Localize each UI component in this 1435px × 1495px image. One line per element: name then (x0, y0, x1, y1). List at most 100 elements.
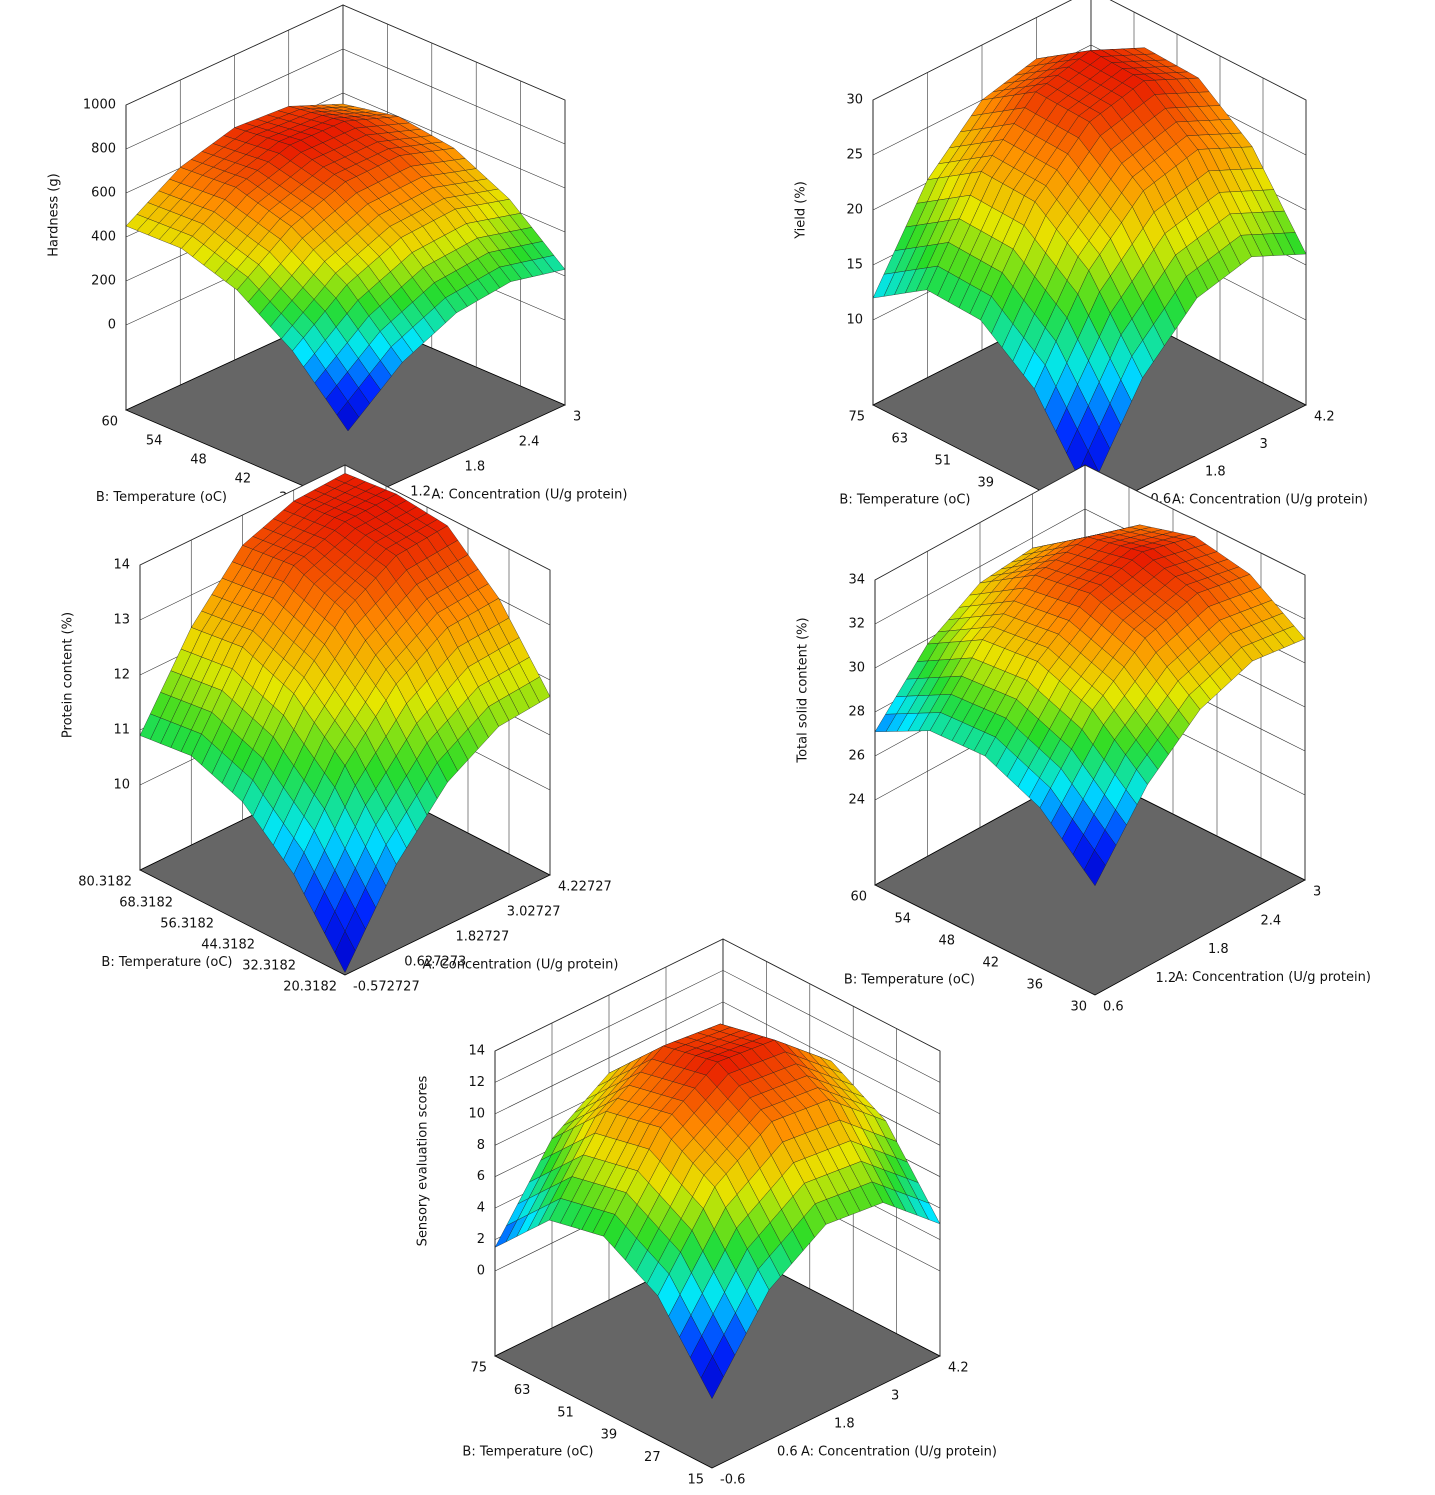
z-tick-label: 12 (113, 668, 130, 683)
y-tick-label: 56.3182 (160, 917, 214, 932)
x-tick-label: 3 (1313, 885, 1321, 900)
x-tick-label: -0.572727 (353, 980, 420, 995)
x-axis-label: A: Concentration (U/g protein) (1172, 493, 1368, 508)
z-tick-label: 400 (91, 230, 116, 245)
x-tick-label: 4.2 (1314, 410, 1335, 425)
z-tick-label: 34 (848, 573, 865, 588)
x-tick-label: 4.2 (948, 1361, 969, 1376)
surface-cell (549, 1111, 661, 1237)
surface-cell (242, 693, 346, 875)
x-tick-label: 2.4 (1261, 913, 1282, 928)
z-axis-label: Total solid content (%) (796, 617, 811, 763)
z-tick-label: 10 (468, 1106, 485, 1121)
y-tick-label: 51 (934, 454, 951, 469)
surface-cell (191, 646, 295, 803)
surface-cell (293, 473, 397, 522)
x-tick-label: 3 (573, 410, 581, 425)
surface-cell (125, 167, 237, 249)
z-axis-label: Hardness (g) (47, 173, 62, 256)
y-tick-label: 42 (235, 472, 252, 487)
surface-cell (1143, 77, 1253, 150)
surface-cell (292, 284, 403, 432)
x-tick-label: 2.4 (519, 435, 540, 450)
surface-cell (1039, 709, 1148, 887)
z-tick-label: 20 (846, 203, 863, 218)
surface-cell (291, 181, 402, 286)
y-axis-label: B: Temperature (oC) (844, 973, 975, 988)
x-axis-label: A: Concentration (U/g protein) (432, 488, 628, 503)
z-tick-label: 800 (91, 142, 116, 157)
z-tick-label: 6 (477, 1169, 485, 1184)
surface-cell (1197, 146, 1307, 257)
x-axis-label: A: Concentration (U/g protein) (423, 958, 619, 973)
surface-cell (1197, 574, 1306, 662)
z-tick-label: 15 (846, 258, 863, 273)
z-tick-label: 24 (848, 793, 865, 808)
surface-cell (605, 1045, 718, 1128)
z-tick-label: 200 (91, 274, 116, 289)
x-tick-label: 1.2 (1156, 971, 1177, 986)
surface-cell (344, 493, 448, 556)
surface-cell (454, 199, 566, 282)
y-tick-label: 60 (101, 415, 118, 430)
surface-cell (657, 1186, 770, 1400)
x-tick-label: -0.6 (720, 1473, 745, 1488)
surface-facet (334, 930, 356, 973)
surface-cell (982, 574, 1091, 662)
x-tick-label: 3 (1260, 437, 1268, 452)
z-tick-label: 0 (477, 1264, 485, 1279)
y-tick-label: 15 (687, 1473, 704, 1488)
y-tick-label: 80.3182 (78, 875, 132, 890)
z-tick-label: 600 (91, 186, 116, 201)
z-tick-label: 32 (848, 617, 865, 632)
z-tick-label: 10 (846, 313, 863, 328)
y-tick-label: 30 (1070, 1000, 1087, 1015)
y-tick-label: 60 (850, 890, 867, 905)
surface-facet (700, 1356, 724, 1400)
surface-cell (242, 500, 346, 566)
z-tick-label: 11 (113, 723, 130, 738)
surface-cell (660, 1061, 773, 1188)
surface-cell (344, 555, 448, 685)
surface-plot: 24 26 28 30 32 34 0.6 1.2 1.8 2.4 3 30 36 42 48 54 60 A: … (796, 464, 1371, 1015)
z-tick-label: 30 (846, 93, 863, 108)
x-tick-label: 3.02727 (507, 905, 561, 920)
y-tick-label: 36 (1026, 978, 1043, 993)
surface-cell (874, 639, 983, 732)
y-tick-label: 51 (557, 1405, 574, 1420)
grid-line (872, 0, 1307, 101)
surface-cell (181, 187, 292, 291)
y-axis-label: B: Temperature (oC) (96, 490, 227, 505)
x-tick-label: 1.2 (410, 485, 431, 500)
y-tick-label: 75 (848, 410, 865, 425)
y-tick-label: 63 (514, 1383, 531, 1398)
surface-cell (233, 106, 345, 146)
y-tick-label: 44.3182 (201, 938, 255, 953)
surface-cell (771, 1099, 884, 1225)
z-tick-label: 1000 (83, 98, 116, 113)
x-tick-label: 0.6 (777, 1445, 798, 1460)
z-tick-label: 25 (846, 148, 863, 163)
y-tick-label: 75 (470, 1361, 487, 1376)
y-tick-label: 39 (601, 1428, 618, 1443)
surface-cell (714, 1121, 827, 1291)
x-tick-label: 0.6 (1103, 1000, 1124, 1015)
surface-cell (395, 627, 499, 783)
y-tick-label: 42 (982, 956, 999, 971)
surface-cell (1089, 47, 1200, 81)
x-tick-label: 1.8 (465, 460, 486, 475)
z-tick-label: 2 (477, 1232, 485, 1247)
surface-cell (603, 1127, 716, 1297)
y-tick-label: 32.3182 (242, 959, 296, 974)
surface-cell (344, 683, 448, 865)
z-tick-label: 14 (113, 558, 130, 573)
x-axis-label: A: Concentration (U/g protein) (1175, 970, 1371, 985)
y-tick-label: 48 (938, 934, 955, 949)
y-tick-label: 27 (644, 1450, 661, 1465)
surface-facet (1083, 849, 1106, 887)
surface-cell (289, 121, 401, 182)
surface-cell (981, 50, 1091, 101)
x-axis-label: A: Concentration (U/g protein) (801, 1445, 997, 1460)
surface-cell (1035, 50, 1145, 123)
